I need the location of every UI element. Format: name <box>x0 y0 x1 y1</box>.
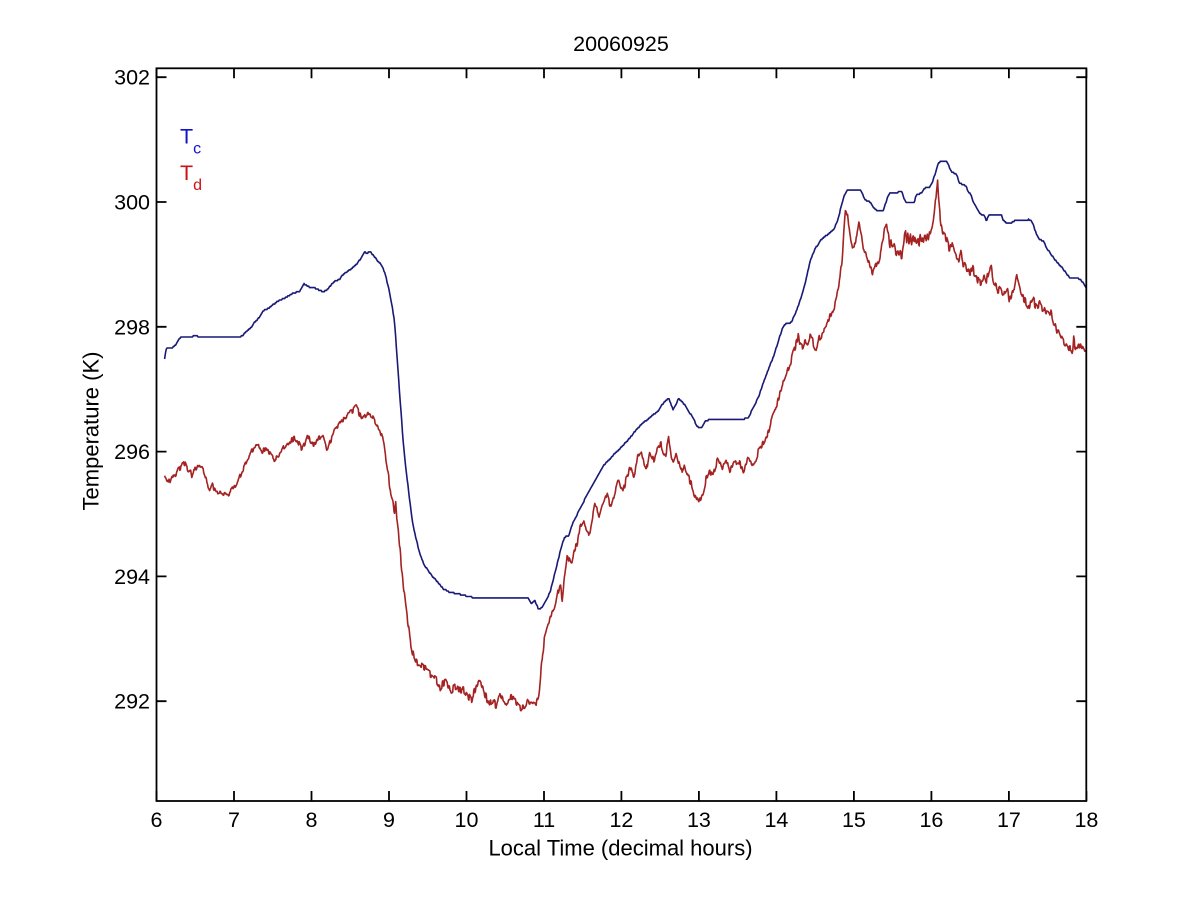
svg-text:300: 300 <box>114 191 150 215</box>
svg-text:20060925: 20060925 <box>573 32 669 56</box>
svg-text:Local Time (decimal hours): Local Time (decimal hours) <box>488 836 752 861</box>
svg-text:16: 16 <box>919 808 943 832</box>
svg-text:296: 296 <box>114 440 150 464</box>
svg-text:6: 6 <box>151 808 163 832</box>
svg-text:294: 294 <box>114 565 150 589</box>
svg-text:12: 12 <box>609 808 633 832</box>
svg-text:14: 14 <box>764 808 788 832</box>
svg-text:9: 9 <box>383 808 395 832</box>
svg-text:13: 13 <box>687 808 711 832</box>
svg-text:7: 7 <box>228 808 240 832</box>
svg-text:11: 11 <box>533 808 555 832</box>
svg-text:17: 17 <box>997 808 1021 832</box>
svg-text:Temperature (K): Temperature (K) <box>79 352 104 511</box>
svg-text:15: 15 <box>842 808 866 832</box>
svg-text:10: 10 <box>455 808 479 832</box>
svg-text:302: 302 <box>114 66 150 90</box>
svg-text:298: 298 <box>114 315 150 339</box>
svg-text:8: 8 <box>306 808 318 832</box>
svg-text:292: 292 <box>114 690 150 714</box>
svg-text:18: 18 <box>1074 808 1098 832</box>
